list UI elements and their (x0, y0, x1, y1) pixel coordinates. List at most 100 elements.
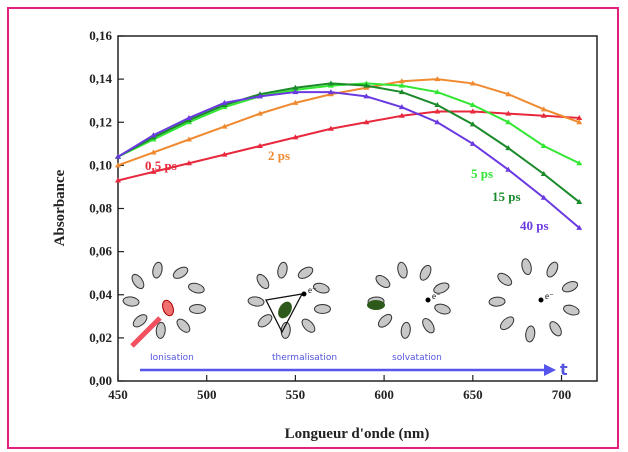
y-tick-label: 0,16 (89, 28, 112, 43)
molecule (176, 318, 191, 333)
molecule (131, 273, 145, 290)
x-tick-label: 700 (552, 387, 572, 402)
data-point (185, 114, 192, 120)
data-point (540, 194, 547, 200)
y-tick-label: 0,12 (89, 114, 112, 129)
series-line (117, 82, 580, 203)
data-point (327, 125, 334, 131)
hole (278, 301, 292, 319)
data-point (576, 114, 583, 120)
time-arrow-head (544, 364, 556, 376)
electron-label: e⁻ (308, 285, 317, 295)
molecule (563, 304, 580, 316)
molecule (377, 313, 393, 328)
data-point (221, 123, 228, 129)
molecule (375, 274, 391, 289)
data-point (115, 177, 121, 183)
molecule (122, 296, 140, 307)
y-tick-label: 0,02 (89, 330, 112, 345)
series-label: 2 ps (268, 148, 290, 163)
y-tick-label: 0,04 (89, 287, 112, 302)
data-point (505, 91, 512, 97)
data-point (292, 89, 299, 95)
data-point (540, 142, 547, 148)
y-axis-title: Absorbance (52, 169, 68, 246)
data-point (398, 78, 405, 84)
data-point (540, 112, 547, 118)
data-point (292, 84, 299, 90)
molecule (419, 264, 432, 281)
data-point (576, 199, 583, 205)
x-axis-title: Longueur d'onde (nm) (285, 426, 430, 442)
molecule (188, 282, 205, 294)
molecule (301, 318, 316, 333)
data-point (398, 112, 405, 118)
series-label: 5 ps (471, 166, 493, 181)
electron (425, 297, 431, 303)
electron-label: e⁻ (545, 291, 554, 301)
data-point (540, 106, 547, 112)
data-point (256, 142, 263, 148)
x-tick-label: 500 (197, 387, 217, 402)
data-point (363, 119, 370, 125)
data-point (115, 153, 121, 159)
data-point (185, 160, 192, 166)
data-point (434, 108, 441, 114)
annotation: t (560, 360, 568, 379)
data-point (540, 171, 547, 176)
data-point (398, 104, 405, 110)
molecule (313, 282, 330, 294)
molecule (152, 261, 163, 279)
molecule (497, 272, 513, 286)
data-point (363, 93, 370, 99)
electron (538, 297, 544, 303)
data-point (327, 80, 334, 86)
data-point (576, 224, 583, 230)
data-point (327, 89, 334, 95)
data-point (115, 162, 121, 168)
data-point (469, 80, 476, 86)
data-point (576, 160, 583, 166)
molecule (525, 325, 536, 343)
x-tick-label: 650 (463, 387, 483, 402)
x-tick-label: 600 (374, 387, 394, 402)
y-tick-label: 0,00 (89, 373, 112, 388)
data-point (505, 119, 512, 125)
data-point (185, 136, 192, 142)
data-point (469, 102, 476, 107)
photon-arrow (130, 316, 162, 348)
annotation: solvatation (392, 353, 442, 363)
data-point (398, 89, 405, 95)
data-point (256, 93, 263, 99)
molecule (297, 266, 314, 279)
series-line (117, 110, 580, 182)
molecule (500, 316, 515, 331)
molecule (155, 321, 166, 339)
molecule (400, 321, 411, 339)
series-line (117, 78, 580, 167)
series-line (117, 91, 580, 229)
y-tick-label: 0,06 (89, 244, 112, 259)
data-point (434, 119, 441, 125)
data-point (469, 121, 476, 127)
series-label: 0,5 ps (145, 158, 177, 173)
data-point (150, 149, 157, 155)
molecule (561, 281, 579, 293)
electron-label: e⁻ (432, 291, 441, 301)
data-point (292, 134, 299, 140)
molecule (313, 304, 331, 315)
series-label: 40 ps (520, 218, 549, 233)
molecule (132, 314, 148, 328)
series-label: 15 ps (492, 189, 521, 204)
molecule (172, 266, 189, 279)
data-point (434, 102, 441, 107)
data-point (505, 166, 512, 172)
data-point (434, 76, 441, 82)
molecule (247, 296, 265, 307)
frame (7, 7, 619, 449)
data-point (150, 132, 157, 138)
molecule (256, 273, 270, 290)
molecule (277, 261, 288, 279)
molecule (422, 318, 435, 334)
